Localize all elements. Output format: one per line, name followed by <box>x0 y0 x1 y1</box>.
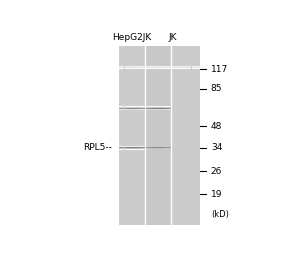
Bar <box>119 46 145 225</box>
Text: 34: 34 <box>211 143 222 152</box>
Text: RPL5--: RPL5-- <box>83 143 112 152</box>
Text: 85: 85 <box>211 84 222 93</box>
Text: 48: 48 <box>211 122 222 131</box>
Text: JK: JK <box>168 33 177 42</box>
Text: 117: 117 <box>211 65 228 74</box>
Bar <box>119 46 200 225</box>
Text: (kD): (kD) <box>211 210 229 219</box>
Text: HepG2JK: HepG2JK <box>112 33 151 42</box>
Text: 19: 19 <box>211 190 222 199</box>
Text: 26: 26 <box>211 167 222 176</box>
Bar <box>145 46 171 225</box>
Bar <box>171 46 200 225</box>
